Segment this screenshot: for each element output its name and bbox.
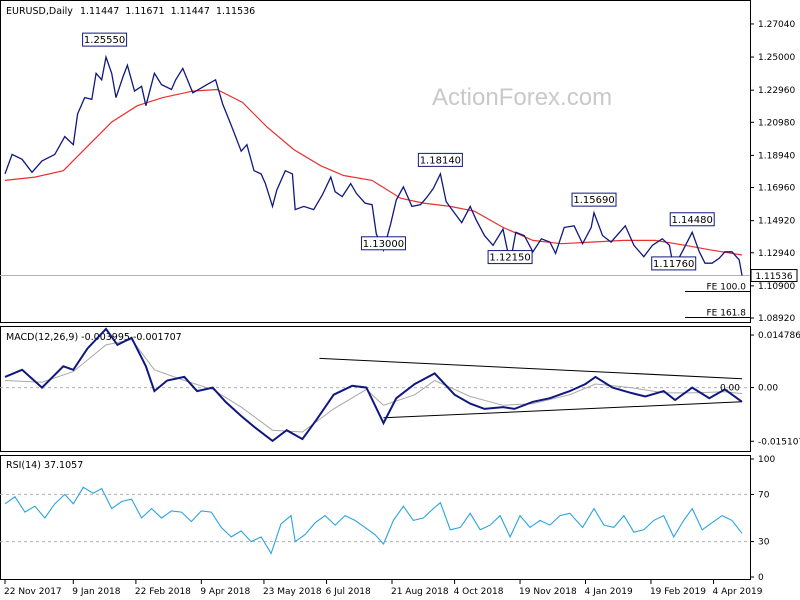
price-y-tick-label: 1.16960	[758, 184, 795, 194]
price-label-box	[360, 236, 406, 251]
x-axis-tick-label: 9 Jan 2018	[72, 587, 120, 597]
price-label-box	[669, 212, 715, 227]
x-axis-tick-label: 9 Apr 2018	[200, 587, 250, 597]
rsi-y-tick-label: 0	[758, 573, 764, 583]
price-label-box	[82, 32, 128, 47]
price-panel	[0, 0, 751, 323]
watermark: ActionForex.com	[432, 84, 612, 111]
macd-trendline	[319, 357, 743, 380]
price-label: 1.13000	[363, 239, 404, 250]
fe-level-label: FE 161.8	[707, 309, 747, 319]
price-y-tick-label: 1.08920	[758, 314, 795, 324]
rsi-y-tick-label: 70	[758, 490, 770, 500]
current-price-badge	[750, 269, 798, 283]
price-label: 1.15690	[573, 195, 614, 206]
price-y-tick-label: 1.18940	[758, 151, 795, 161]
x-axis-tick-label: 21 Aug 2018	[391, 587, 449, 597]
x-axis-tick-label: 19 Feb 2019	[650, 587, 706, 597]
rsi-layer	[0, 486, 750, 555]
x-axis-tick-label: 4 Oct 2018	[454, 587, 504, 597]
rsi-panel	[0, 455, 751, 580]
price-y-tick-label: 1.14920	[758, 217, 795, 227]
price-y-tick-label: 1.10900	[758, 282, 795, 292]
x-axis-tick-label: 23 May 2018	[263, 587, 322, 597]
price-line	[4, 54, 743, 276]
macd-panel	[0, 326, 751, 452]
rsi-y-tick-label: 100	[758, 455, 775, 465]
price-label: 1.14480	[672, 215, 713, 226]
axis-layer: 1.27040 1.25000 1.22960 1.20980 1.18940 1.169…	[4, 20, 800, 597]
price-label: 1.18140	[420, 155, 461, 166]
macd-zero-label: 0.00	[720, 384, 740, 394]
x-axis-tick-label: 4 Jan 2019	[584, 587, 632, 597]
x-axis-tick-label: 22 Nov 2017	[4, 587, 62, 597]
price-y-tick-label: 1.27040	[758, 20, 795, 30]
macd-y-tick-label: -0.015107	[758, 437, 800, 447]
macd-chart-title: MACD(12,26,9) -0.003995 -0.001707	[6, 332, 182, 343]
macd-layer	[0, 327, 750, 443]
macd-trendline	[383, 401, 743, 419]
price-y-tick-label: 1.20980	[758, 118, 795, 128]
price-chart-title: EURUSD,Daily 1.11447 1.11671 1.11447 1.1…	[6, 6, 255, 17]
fe-level-label: FE 100.0	[707, 283, 747, 293]
price-layer: FE 100.0 FE 161.8 1.25550 1.18140 1.13000 1.1…	[0, 32, 750, 319]
x-axis-tick-label: 22 Feb 2018	[135, 587, 191, 597]
price-label: 1.11760	[653, 259, 694, 270]
rsi-line	[4, 486, 743, 555]
price-label-box	[651, 256, 697, 271]
price-label-box	[571, 192, 617, 207]
current-price-label: 1.11536	[755, 272, 792, 282]
moving-average-line	[4, 88, 743, 256]
price-label-box	[487, 250, 533, 265]
x-axis-tick-label: 19 Nov 2018	[519, 587, 577, 597]
rsi-y-tick-label: 30	[758, 538, 770, 548]
price-label-box	[417, 152, 463, 167]
macd-y-tick-label: 0.00	[758, 384, 778, 394]
x-axis-tick-label: 4 Apr 2019	[713, 587, 763, 597]
macd-line	[4, 327, 743, 443]
price-label: 1.25550	[84, 35, 125, 46]
price-y-tick-label: 1.22960	[758, 86, 795, 96]
price-y-tick-label: 1.12940	[758, 249, 795, 259]
rsi-chart-title: RSI(14) 37.1057	[6, 460, 83, 471]
x-axis-tick-label: 6 Jul 2018	[326, 587, 371, 597]
price-y-tick-label: 1.25000	[758, 53, 795, 63]
macd-y-tick-label: 0.014786	[758, 331, 800, 341]
price-label: 1.12150	[489, 253, 530, 264]
